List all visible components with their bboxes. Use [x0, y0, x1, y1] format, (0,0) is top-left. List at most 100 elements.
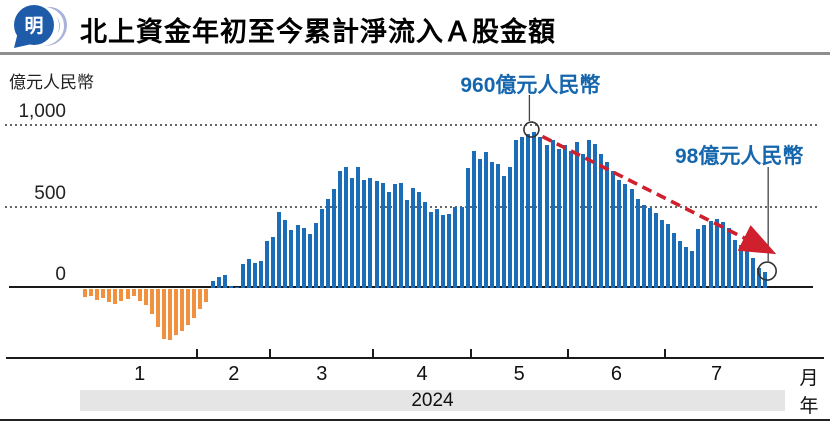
- bar: [441, 215, 446, 288]
- bar: [744, 249, 749, 288]
- bar: [398, 182, 403, 288]
- bar: [562, 144, 567, 288]
- bar: [350, 177, 355, 288]
- bar: [131, 289, 136, 297]
- month-label: 4: [416, 363, 428, 385]
- bar: [149, 289, 154, 315]
- bar: [404, 199, 409, 288]
- bar: [720, 221, 725, 288]
- bar: [338, 170, 343, 288]
- bar: [477, 159, 482, 288]
- bar: [526, 133, 531, 288]
- bar: [271, 237, 276, 288]
- bar: [259, 261, 264, 288]
- bar: [495, 164, 500, 288]
- bar: [574, 142, 579, 288]
- bar: [465, 168, 470, 288]
- bar: [83, 289, 87, 298]
- bar: [204, 289, 209, 303]
- logo-character: 明: [24, 15, 43, 37]
- month-label: 5: [513, 363, 525, 385]
- bar: [417, 191, 421, 288]
- bar: [368, 177, 373, 288]
- bar: [514, 140, 519, 288]
- bar: [593, 143, 598, 288]
- logo-swoosh-outer: [45, 6, 67, 47]
- bar: [410, 187, 415, 288]
- bar: [659, 220, 664, 288]
- bar: [283, 219, 288, 288]
- bar: [119, 289, 124, 302]
- month-tick: [566, 349, 569, 357]
- bar: [605, 162, 610, 288]
- bar: [538, 137, 543, 288]
- bar: [714, 218, 719, 288]
- bar: [325, 199, 330, 288]
- bar: [599, 154, 604, 288]
- bar: [550, 139, 555, 288]
- month-tick: [469, 349, 472, 357]
- bar: [587, 140, 592, 288]
- title-divider: [0, 52, 830, 55]
- mingpao-logo: 明: [14, 5, 67, 48]
- bar: [580, 154, 585, 288]
- bar: [629, 189, 634, 288]
- bar: [198, 289, 203, 310]
- bar: [101, 289, 106, 298]
- y-axis-unit-label: 億元人民幣: [9, 73, 94, 92]
- bar: [453, 206, 458, 288]
- y-tick-1000: 1,000: [18, 101, 66, 122]
- bar: [483, 151, 488, 288]
- bar: [386, 191, 391, 288]
- bar: [374, 181, 379, 288]
- bar: [344, 167, 349, 288]
- month-label: 7: [711, 363, 723, 385]
- bar: [544, 144, 549, 288]
- month-axis-line: [6, 357, 824, 359]
- month-label: 6: [610, 363, 622, 385]
- bar: [234, 286, 239, 288]
- month-unit-label: 月: [799, 368, 819, 389]
- bar: [319, 208, 324, 288]
- month-label: 1: [134, 363, 146, 385]
- bar: [222, 274, 227, 288]
- y-tick-0: 0: [55, 264, 66, 285]
- bar: [653, 213, 658, 288]
- bar: [471, 151, 476, 288]
- bar: [520, 137, 525, 288]
- bar: [623, 184, 628, 288]
- bar: [678, 240, 683, 288]
- bar: [192, 289, 197, 318]
- bar: [435, 208, 440, 288]
- bar: [113, 289, 118, 304]
- bar: [362, 180, 367, 288]
- bar: [295, 225, 300, 288]
- gridline-1000: [5, 124, 818, 126]
- month-tick: [663, 349, 666, 357]
- bar: [210, 280, 215, 288]
- bar: [228, 285, 233, 288]
- bar: [107, 289, 112, 303]
- final-annotation: 98億元人民幣: [674, 145, 804, 168]
- bar: [137, 289, 142, 302]
- bar: [301, 227, 306, 288]
- bar: [174, 289, 179, 336]
- bar: [732, 239, 737, 288]
- bar: [161, 289, 166, 339]
- bar: [556, 149, 561, 288]
- month-tick: [269, 349, 272, 357]
- bar: [313, 222, 318, 288]
- bar: [647, 208, 652, 288]
- month-label: 2: [228, 363, 240, 385]
- bar: [708, 221, 713, 288]
- bar: [635, 199, 640, 288]
- bar: [672, 232, 677, 288]
- bar: [684, 247, 689, 288]
- month-tick: [196, 349, 199, 357]
- bar: [508, 167, 513, 288]
- bar: [392, 184, 397, 288]
- bar: [186, 289, 191, 325]
- bar: [738, 244, 743, 288]
- bar: [611, 170, 616, 288]
